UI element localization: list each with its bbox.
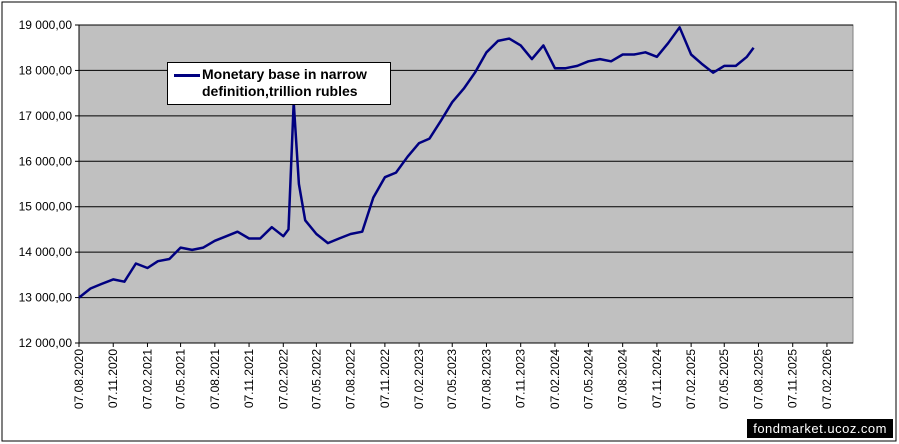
x-tick-label: 07.05.2023: [445, 349, 459, 409]
x-tick-label: 07.08.2021: [208, 349, 222, 409]
series-line: [78, 26, 755, 299]
x-tick-label: 07.05.2024: [581, 349, 595, 409]
y-tick-label: 19 000,00: [19, 18, 73, 32]
y-tick-label: 13 000,00: [19, 291, 73, 305]
legend-swatch: [174, 74, 200, 77]
x-tick-label: 07.08.2024: [616, 349, 630, 409]
y-tick-label: 14 000,00: [19, 245, 73, 259]
x-tick-label: 07.08.2023: [479, 349, 493, 409]
x-tick-label: 07.02.2021: [140, 349, 154, 409]
legend: Monetary base in narrow definition,trill…: [167, 62, 391, 105]
x-tick-label: 07.11.2024: [650, 349, 664, 408]
x-tick-label: 07.02.2025: [684, 349, 698, 409]
x-tick-label: 07.05.2022: [309, 349, 323, 409]
x-tick-label: 07.05.2021: [174, 349, 188, 409]
y-tick-label: 17 000,00: [19, 109, 73, 123]
x-tick-label: 07.08.2025: [751, 349, 765, 409]
watermark: fondmarket.ucoz.com: [747, 419, 893, 438]
x-tick-label: 07.02.2023: [412, 349, 426, 409]
y-tick-label: 18 000,00: [19, 63, 73, 77]
x-tick-label: 07.02.2024: [548, 349, 562, 409]
x-tick-label: 07.02.2022: [276, 349, 290, 409]
x-tick-label: 07.05.2025: [717, 349, 731, 409]
x-tick-label: 07.08.2022: [344, 349, 358, 409]
y-tick-label: 12 000,00: [19, 336, 73, 350]
x-tick-label: 07.08.2020: [72, 349, 86, 409]
y-tick-label: 15 000,00: [19, 200, 73, 214]
x-tick-label: 07.02.2026: [820, 349, 834, 409]
x-tick-label: 07.11.2020: [106, 349, 120, 408]
x-tick-label: 07.11.2022: [378, 349, 392, 408]
x-tick-label: 07.11.2021: [242, 349, 256, 408]
x-tick-label: 07.11.2025: [786, 349, 800, 408]
legend-label: Monetary base in narrow definition,trill…: [202, 66, 367, 99]
y-tick-label: 16 000,00: [19, 154, 73, 168]
x-tick-label: 07.11.2023: [514, 349, 528, 408]
